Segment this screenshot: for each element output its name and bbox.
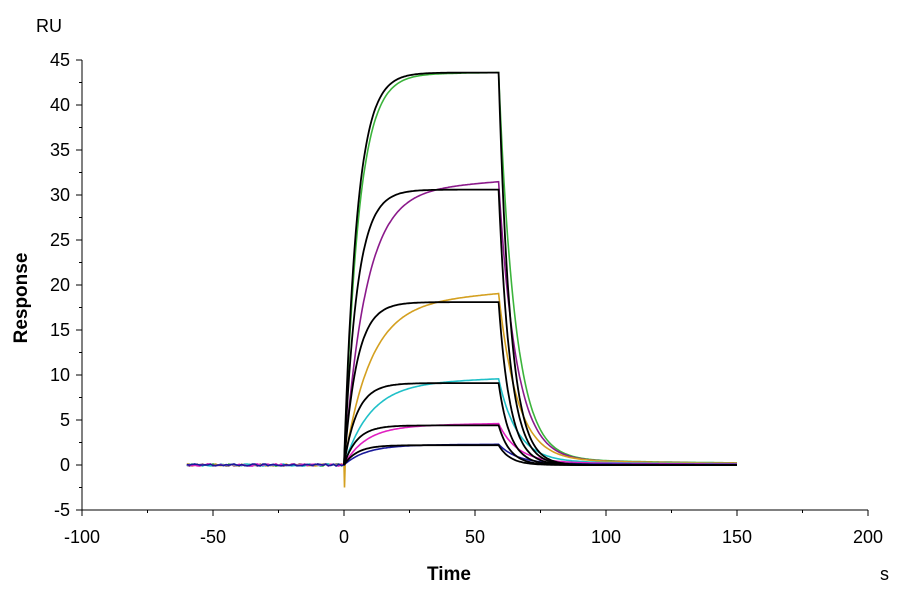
x-ticks: -100 -50 0 50 100 150 200 [64,510,883,547]
y-tick-label: 20 [50,275,70,295]
x-tick-label: 200 [853,527,883,547]
x-unit-label: s [880,564,889,584]
response-curve-4 [186,377,737,467]
y-unit-label: RU [36,16,62,36]
response-curve-2 [186,180,737,467]
x-tick-label: 50 [465,527,485,547]
y-tick-label: 10 [50,365,70,385]
fit-curve-1 [343,71,737,466]
fit-curve-2 [343,188,737,466]
fit-layer [343,71,737,466]
y-tick-label: 40 [50,95,70,115]
y-tick-label: 30 [50,185,70,205]
y-tick-label: 45 [50,50,70,70]
x-axis-title: Time [427,564,471,585]
x-tick-label: 150 [722,527,752,547]
response-curve-1 [186,71,737,468]
y-tick-label: 5 [60,410,70,430]
y-tick-label: 25 [50,230,70,250]
y-tick-label: -5 [54,500,70,520]
response-curve-3 [186,292,737,488]
y-tick-label: 15 [50,320,70,340]
x-tick-label: 0 [339,527,349,547]
y-axis-title: Response [11,253,32,344]
y-tick-label: 35 [50,140,70,160]
y-ticks: -5 0 5 10 15 20 25 30 35 40 45 [50,50,82,520]
y-tick-label: 0 [60,455,70,475]
axes [81,60,868,511]
x-tick-label: -100 [64,527,100,547]
x-tick-label: 100 [591,527,621,547]
fit-curve-6 [343,444,737,466]
x-tick-label: -50 [200,527,226,547]
